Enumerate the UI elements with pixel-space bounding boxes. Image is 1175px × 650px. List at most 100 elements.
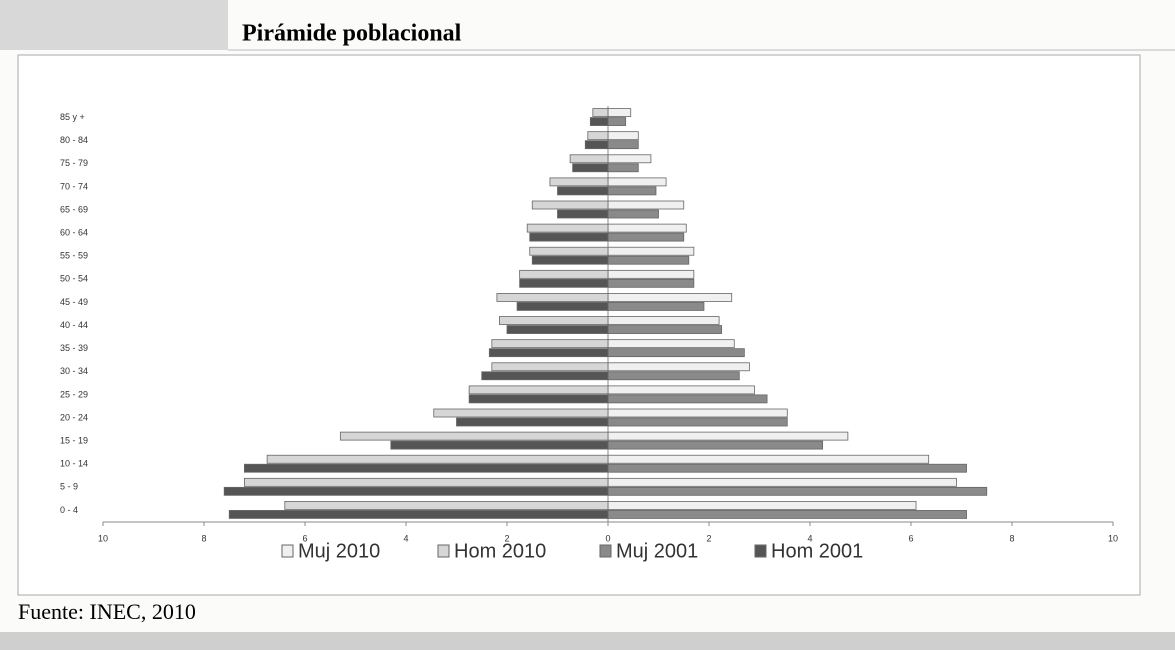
y-tick-label: 60 - 64 (60, 227, 88, 237)
bar (549, 177, 609, 187)
bar (607, 510, 967, 519)
y-tick-label: 0 - 4 (60, 505, 78, 515)
bar (607, 108, 632, 117)
bar (607, 463, 967, 473)
y-tick-label: 40 - 44 (60, 320, 88, 330)
legend-label: Muj 2010 (298, 540, 380, 562)
x-tick-label: 0 (605, 533, 610, 543)
bar (557, 186, 609, 196)
x-tick-label: 6 (302, 533, 307, 543)
bar (456, 417, 609, 427)
chart-frame (17, 54, 1141, 596)
bar (496, 293, 609, 302)
y-tick-label: 55 - 59 (60, 251, 88, 261)
header-shade (0, 0, 228, 50)
x-tick-label: 6 (908, 533, 913, 543)
bar (607, 316, 720, 325)
bar (607, 431, 849, 441)
bar (592, 108, 609, 117)
bar (607, 501, 917, 510)
bar (519, 278, 609, 288)
bar (607, 154, 652, 164)
bar (557, 209, 609, 219)
y-tick-label: 5 - 9 (60, 482, 78, 492)
bar (587, 131, 609, 141)
bar (572, 163, 609, 173)
x-tick-label: 4 (403, 533, 408, 543)
y-tick-label: 35 - 39 (60, 343, 88, 353)
bar (607, 177, 667, 187)
bar (529, 246, 609, 256)
y-tick-label: 25 - 29 (60, 389, 88, 399)
bar (607, 223, 687, 233)
bar (390, 440, 609, 450)
bar (491, 362, 609, 372)
bar (607, 209, 659, 219)
x-tick-label: 2 (504, 533, 509, 543)
bar (243, 477, 609, 487)
legend-swatch (599, 544, 612, 558)
bar (607, 269, 695, 279)
bar (531, 255, 609, 265)
bar (607, 371, 740, 381)
legend-label: Hom 2010 (454, 540, 546, 562)
bar (607, 454, 930, 464)
legend-swatch (437, 544, 450, 558)
bar (607, 255, 690, 265)
chart-title: Pirámide poblacional (242, 21, 462, 47)
bar (223, 486, 609, 496)
bar (607, 385, 755, 395)
y-tick-label: 20 - 24 (60, 412, 88, 422)
legend-label: Hom 2001 (771, 540, 863, 562)
bar (433, 408, 609, 418)
bar (607, 394, 768, 404)
bar (607, 131, 639, 141)
bar (506, 325, 609, 334)
y-tick-label: 10 - 14 (60, 459, 88, 469)
bar (526, 223, 609, 233)
x-tick-label: 8 (201, 533, 206, 543)
bar (243, 463, 609, 473)
bar (607, 186, 657, 196)
bar (516, 302, 609, 311)
x-tick-label: 2 (706, 533, 711, 543)
bar (607, 486, 988, 496)
bar (607, 302, 705, 311)
bar (491, 339, 609, 349)
y-tick-label: 15 - 19 (60, 435, 88, 445)
x-tick-label: 10 (98, 533, 108, 543)
bar (607, 408, 788, 418)
x-tick-label: 10 (1108, 533, 1118, 543)
bar (529, 232, 609, 242)
bar (607, 325, 723, 334)
y-tick-label: 45 - 49 (60, 297, 88, 307)
bar (468, 385, 609, 395)
y-tick-label: 70 - 74 (60, 181, 88, 191)
y-tick-label: 75 - 79 (60, 158, 88, 168)
bar (607, 440, 824, 450)
bar (607, 293, 733, 302)
bar (519, 269, 609, 279)
bar (266, 454, 609, 464)
bar (228, 510, 609, 519)
source-note: Fuente: INEC, 2010 (18, 599, 196, 624)
bar (499, 316, 609, 325)
bar (607, 339, 735, 349)
bar (339, 431, 609, 441)
bar (607, 200, 685, 210)
bar (284, 501, 609, 510)
bar (607, 163, 639, 173)
bar (607, 417, 788, 427)
bar (607, 348, 745, 358)
bar (607, 477, 957, 487)
bar (607, 232, 685, 242)
bar (607, 117, 627, 126)
bar (569, 154, 609, 164)
footer-shade (0, 632, 1175, 650)
bar (488, 348, 609, 358)
x-tick-label: 4 (807, 533, 812, 543)
y-tick-label: 80 - 84 (60, 135, 88, 145)
legend-swatch (281, 544, 294, 558)
